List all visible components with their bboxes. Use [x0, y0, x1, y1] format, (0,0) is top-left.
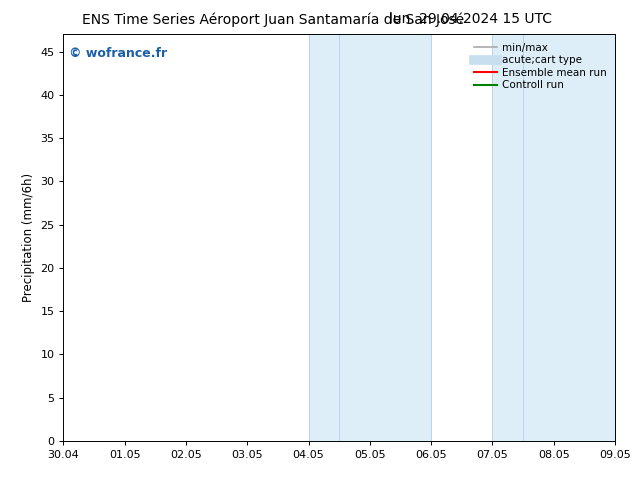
Bar — [309, 34, 339, 441]
Text: lun. 29.04.2024 15 UTC: lun. 29.04.2024 15 UTC — [389, 12, 552, 26]
Bar — [523, 34, 615, 441]
Bar — [339, 34, 431, 441]
Y-axis label: Precipitation (mm/6h): Precipitation (mm/6h) — [22, 173, 35, 302]
Legend: min/max, acute;cart type, Ensemble mean run, Controll run: min/max, acute;cart type, Ensemble mean … — [470, 40, 610, 94]
Bar — [493, 34, 523, 441]
Text: © wofrance.fr: © wofrance.fr — [69, 47, 167, 59]
Text: ENS Time Series Aéroport Juan Santamaría de San José: ENS Time Series Aéroport Juan Santamaría… — [82, 12, 465, 27]
